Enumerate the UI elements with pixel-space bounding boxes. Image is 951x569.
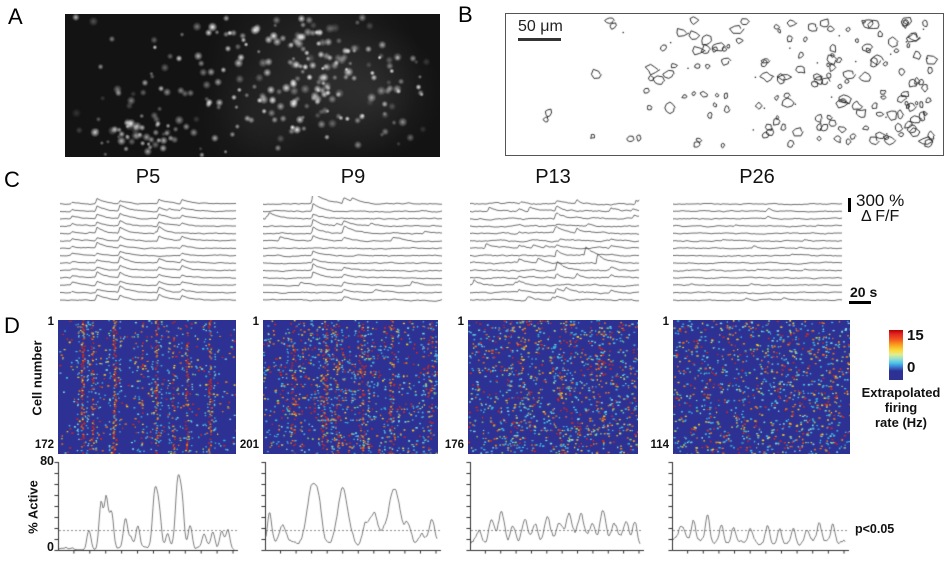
percent-active-plot-p5 xyxy=(54,460,239,554)
heatmap1-last-cell: 172 xyxy=(34,439,54,451)
calcium-traces-p26 xyxy=(673,196,843,308)
calcium-traces-p9 xyxy=(263,196,443,308)
age-title-p9: P9 xyxy=(340,166,366,188)
panel-d-label: D xyxy=(4,313,20,338)
colorbar-caption-line1: Extrapolated xyxy=(861,385,941,400)
amplitude-scale-unit: Δ F/F xyxy=(861,208,900,225)
age-title-p26: P26 xyxy=(739,166,775,188)
time-scale-label: 20 s xyxy=(850,284,878,300)
colorbar-caption-line2: firing xyxy=(884,400,918,415)
panel-c-label: C xyxy=(4,167,20,192)
amplitude-scale-value: 300 % xyxy=(856,191,905,210)
colorbar xyxy=(889,330,903,380)
colorbar-max-label: 15 xyxy=(907,327,924,344)
amplitude-scale-bar xyxy=(848,198,851,212)
cell-number-axis-label: Cell number xyxy=(29,340,45,416)
percent-active-plot-p13 xyxy=(466,460,645,554)
colorbar-min-label: 0 xyxy=(907,359,916,376)
panel-a-label: A xyxy=(8,4,23,29)
scale-bar xyxy=(518,38,561,41)
heatmap2-last-cell: 201 xyxy=(239,439,259,451)
heatmap3-first-cell: 1 xyxy=(457,316,464,328)
colorbar-caption-line3: rate (Hz) xyxy=(874,415,928,430)
heatmap2-first-cell: 1 xyxy=(252,316,259,328)
firing-rate-heatmap-p26 xyxy=(673,320,850,454)
percent-active-plot-p26 xyxy=(668,460,850,554)
age-title-p5: P5 xyxy=(135,166,161,188)
heatmap4-first-cell: 1 xyxy=(662,316,669,328)
active-axis-max: 80 xyxy=(40,454,54,468)
heatmap1-first-cell: 1 xyxy=(47,316,54,328)
age-title-p13: P13 xyxy=(535,166,571,188)
heatmap4-last-cell: 114 xyxy=(650,439,669,451)
active-axis-min: 0 xyxy=(47,540,54,554)
calcium-traces-p13 xyxy=(470,196,640,308)
heatmap3-last-cell: 176 xyxy=(444,439,464,451)
scale-bar-label: 50 μm xyxy=(518,18,563,35)
firing-rate-heatmap-p5 xyxy=(58,320,236,454)
panel-b-cell-outline-map: 50 μm xyxy=(505,13,944,156)
panel-b-label: B xyxy=(458,2,473,27)
firing-rate-heatmap-p13 xyxy=(468,320,638,454)
time-scale-bar xyxy=(849,301,871,304)
firing-rate-heatmap-p9 xyxy=(263,320,438,454)
active-axis-label: % Active xyxy=(25,480,41,534)
panel-a-fluorescence-image xyxy=(65,14,440,157)
percent-active-plot-p9 xyxy=(261,460,442,554)
cell-outlines-canvas xyxy=(506,14,940,152)
significance-label: p<0.05 xyxy=(855,522,895,536)
calcium-traces-p5 xyxy=(60,196,237,308)
